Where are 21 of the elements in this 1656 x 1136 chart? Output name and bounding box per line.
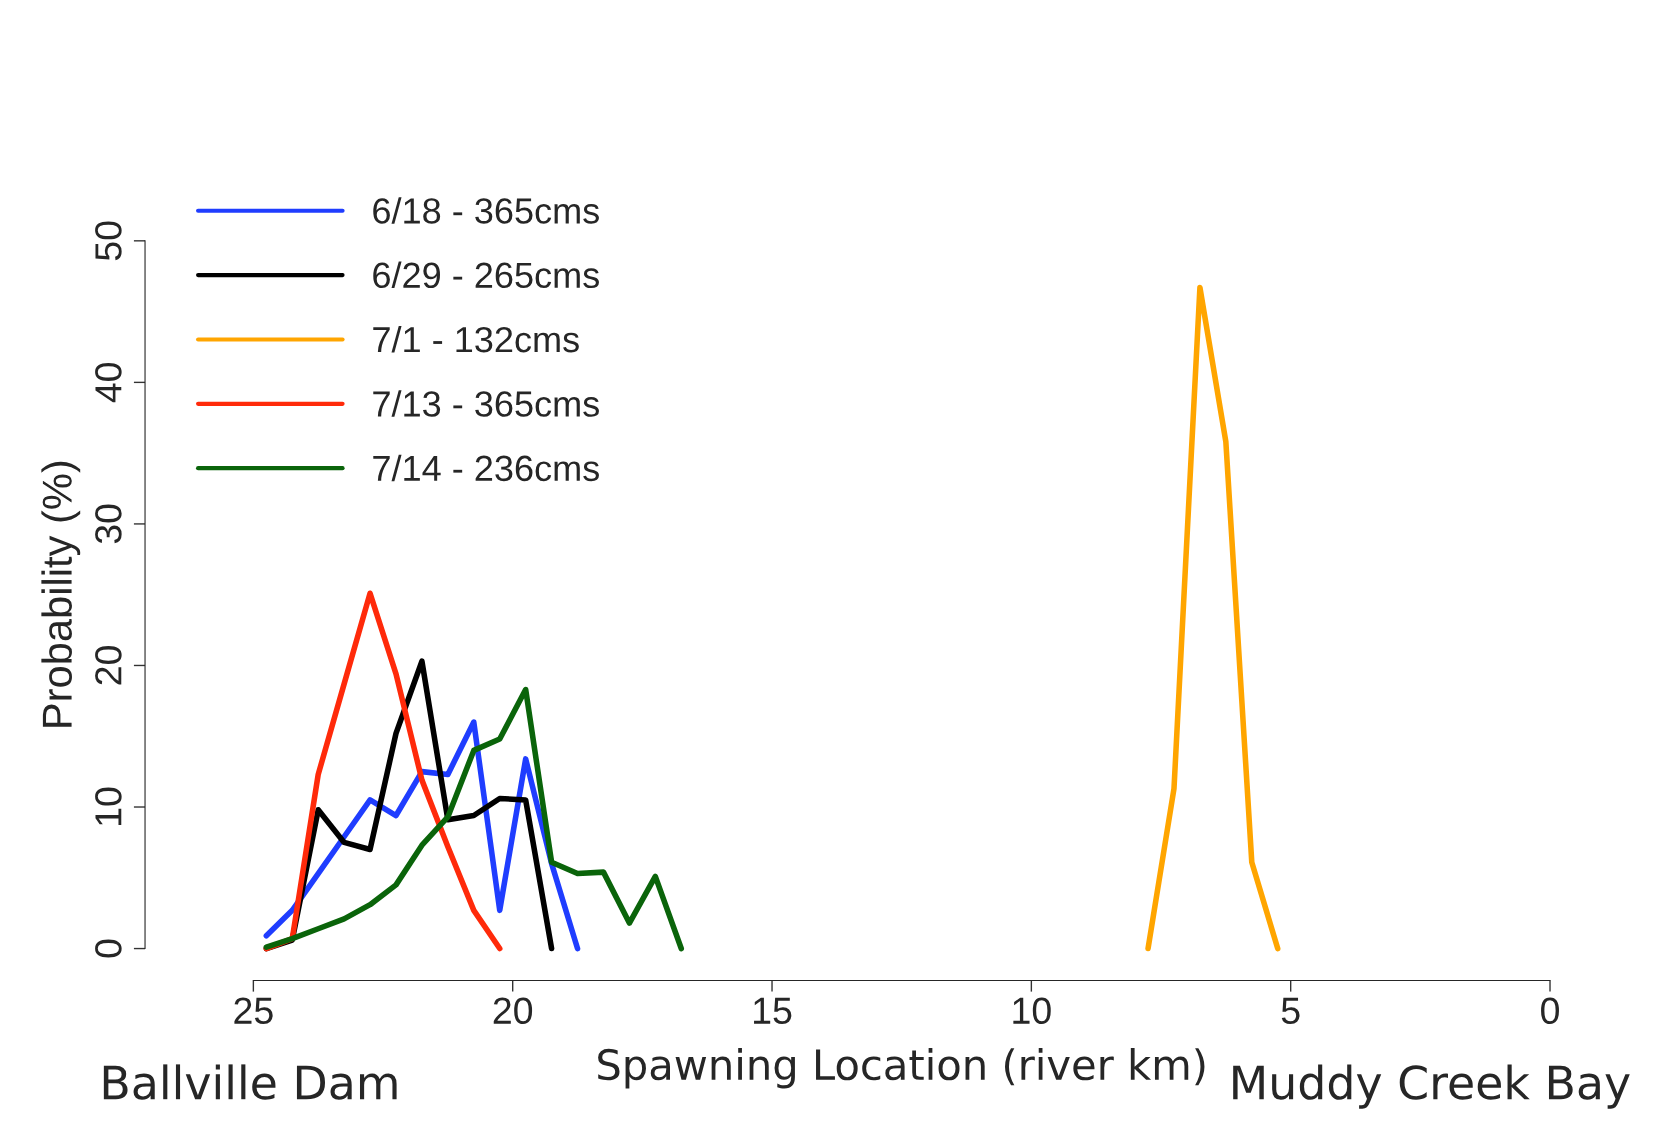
y-tick-label: 40: [95, 362, 122, 403]
y-tick-label: 20: [95, 646, 122, 685]
text: Muddy Creek Bay: [1233, 1064, 1630, 1109]
text: Ballville Dam: [103, 1064, 397, 1100]
x-tick-label: 15: [754, 997, 792, 1025]
legend-label: 7/14 - 236cms: [373, 454, 599, 482]
legend-label: 7/13 - 365cms: [373, 390, 599, 417]
y-tick-label: 0: [95, 939, 122, 958]
legend-label: 6/18 - 365cms: [373, 197, 599, 224]
legend-label: 7/1 - 132cms: [373, 325, 579, 353]
x-tick-label: 25: [234, 997, 273, 1025]
y-tick-label: 50: [95, 221, 122, 261]
x-tick-label: 0: [1541, 997, 1559, 1025]
x-axis-title: Spawning Location (river km): [598, 1048, 1205, 1089]
y-tick-label: 30: [95, 504, 122, 544]
x-tick-label: 10: [1013, 997, 1051, 1025]
legend-label: 6/29 - 265cms: [373, 261, 599, 289]
y-tick-label: 10: [95, 787, 122, 826]
x-tick-label: 5: [1281, 997, 1300, 1025]
x-tick-label: 20: [493, 997, 533, 1025]
y-axis-title: Probability (%): [41, 461, 81, 727]
